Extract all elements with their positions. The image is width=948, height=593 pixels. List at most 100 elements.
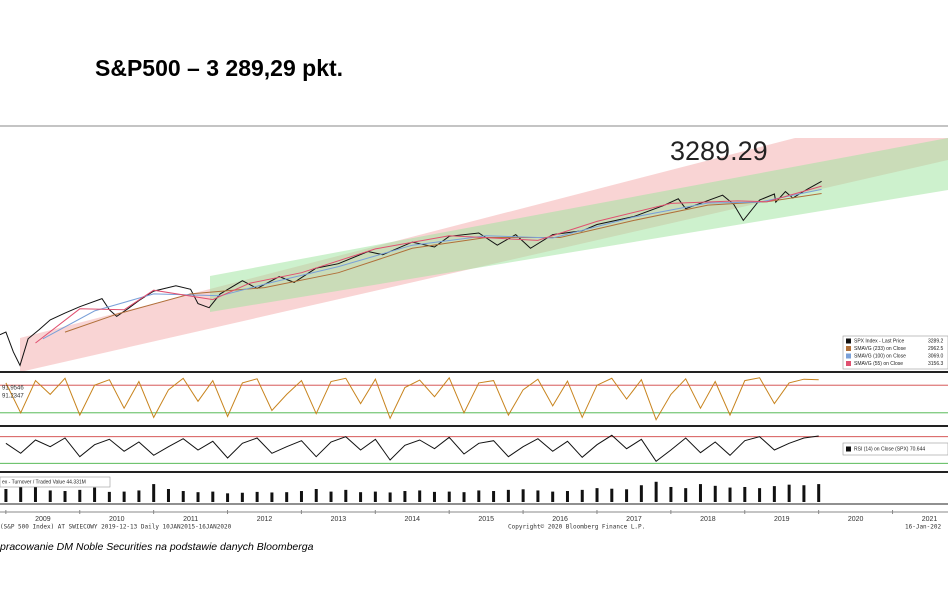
x-tick-label: 2016: [552, 516, 568, 523]
series-line: [0, 180, 822, 367]
bar: [63, 491, 67, 502]
page-title: S&P500 – 3 289,29 pkt.: [95, 55, 343, 81]
bar: [654, 481, 658, 502]
bar: [359, 492, 363, 502]
bar: [802, 485, 806, 502]
x-tick-label: 2021: [922, 516, 938, 523]
bar: [240, 492, 244, 502]
bar: [595, 488, 599, 502]
bar: [403, 491, 407, 502]
bar: [329, 491, 333, 502]
legend-label: SMAVG (100) on Close: [854, 353, 906, 359]
bar: [684, 488, 688, 502]
bar: [669, 486, 673, 502]
legend-label: RSI (14) on Close (SPX) 70.644: [854, 446, 925, 452]
bar: [772, 486, 776, 502]
legend-swatch: [846, 353, 851, 359]
bar: [506, 489, 510, 502]
legend-label: SMAVG (233) on Close: [854, 346, 906, 352]
source-note: pracowanie DM Noble Securities na podsta…: [0, 541, 314, 553]
bar: [137, 490, 141, 502]
bar: [462, 492, 466, 502]
legend-value: 3156.3: [928, 361, 944, 367]
x-tick-label: 2019: [774, 516, 790, 523]
bar: [565, 491, 569, 502]
bar: [743, 486, 747, 502]
x-tick-label: 2017: [626, 516, 642, 523]
bar: [551, 491, 555, 502]
bar: [33, 484, 37, 502]
bar: [418, 490, 422, 502]
legend-swatch: [846, 338, 851, 344]
x-tick-label: 2020: [848, 516, 864, 523]
legend-box: [842, 442, 948, 456]
series-line: [5, 376, 819, 421]
bar: [344, 489, 348, 502]
x-tick-label: 2014: [405, 516, 421, 523]
legend-swatch: [846, 446, 851, 452]
legend-value: 2962.5: [928, 346, 944, 352]
x-tick-label: 2012: [257, 516, 273, 523]
bar: [314, 489, 318, 502]
legend-value: 3289.2: [928, 338, 944, 344]
bar: [713, 485, 717, 502]
bar: [758, 488, 762, 502]
bar: [580, 489, 584, 502]
bar: [625, 489, 629, 502]
x-tick-label: 2011: [183, 516, 198, 523]
bar: [226, 493, 230, 502]
bar: [447, 491, 451, 502]
bar: [698, 484, 702, 502]
bar: [373, 491, 377, 502]
legend-label: SPX Index - Last Price: [854, 338, 905, 344]
legend-swatch: [846, 361, 851, 366]
bar: [817, 484, 821, 502]
bar: [521, 489, 525, 502]
price-annotation: 3289.29: [670, 136, 768, 166]
bar: [492, 491, 496, 502]
series-line: [35, 185, 822, 344]
series-line: [64, 193, 822, 333]
bar: [93, 487, 97, 502]
footer-left: (S&P 500 Index) AT SWIECOWY 2019-12-13 D…: [0, 524, 232, 531]
bar: [122, 491, 126, 502]
bar: [107, 491, 111, 502]
bar: [181, 491, 185, 502]
series-line: [42, 188, 822, 340]
legend-swatch: [846, 346, 851, 351]
footer-right: 16-Jan-202: [905, 524, 942, 531]
bar: [152, 484, 156, 502]
bar: [432, 491, 436, 502]
bar: [4, 489, 8, 502]
stoch-label: 91.2347: [2, 394, 24, 400]
x-tick-label: 2013: [331, 516, 347, 523]
legend-box: [0, 476, 111, 488]
bar: [610, 488, 614, 502]
bar: [78, 489, 82, 502]
bar: [255, 491, 259, 502]
stoch-label: 91.9546: [2, 386, 24, 392]
x-tick-label: 2010: [109, 516, 125, 523]
bar: [477, 490, 481, 502]
bar: [299, 491, 303, 502]
bar: [388, 492, 392, 502]
legend-label: ex - Turnover / Traded Value 44.331M: [2, 479, 86, 485]
legend-label: SMAVG (55) on Close: [854, 361, 903, 367]
bar: [728, 487, 732, 502]
x-tick-label: 2015: [478, 516, 494, 523]
x-tick-label: 2009: [35, 516, 51, 523]
green-channel: [210, 138, 948, 312]
bar: [48, 490, 52, 502]
series-line: [5, 434, 819, 463]
bar: [787, 484, 791, 502]
bar: [166, 489, 170, 502]
x-tick-label: 2018: [700, 516, 716, 523]
bar: [196, 492, 200, 502]
bar: [639, 485, 643, 502]
bar: [211, 491, 215, 502]
bar: [536, 490, 540, 502]
bar: [19, 481, 23, 502]
legend-value: 3069.0: [928, 353, 944, 359]
